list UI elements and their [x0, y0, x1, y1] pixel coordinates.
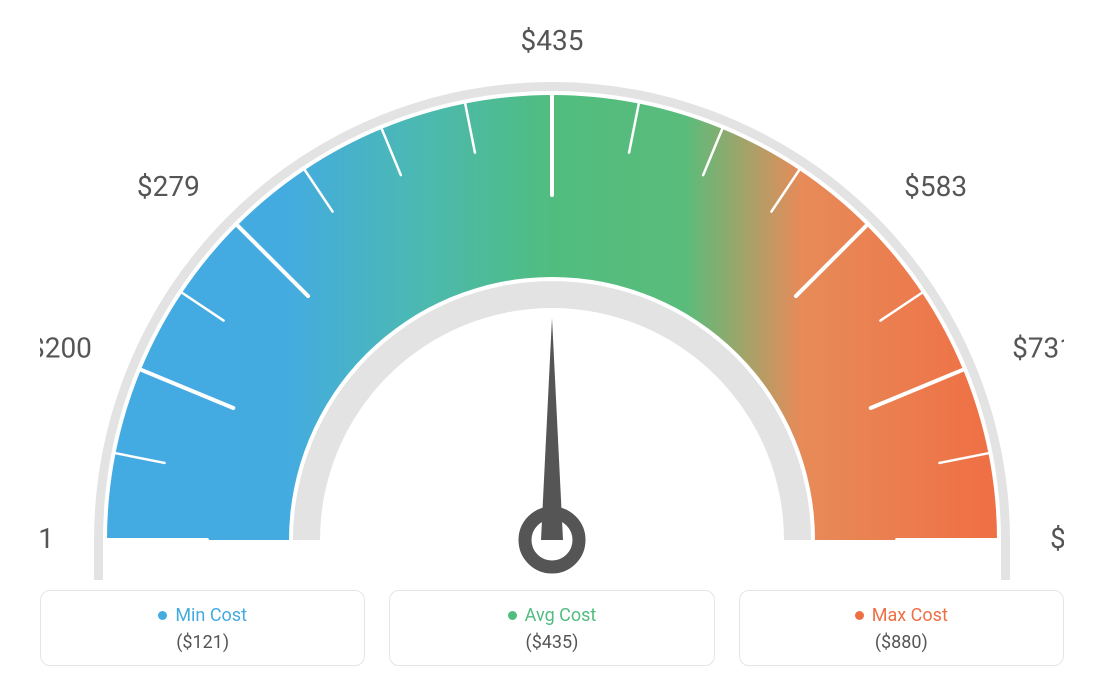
legend-label-max: Max Cost	[855, 605, 948, 626]
cost-gauge-chart: $121 $200 $279 $435 $583 $731 $880	[40, 20, 1064, 580]
legend-card-avg: Avg Cost ($435)	[389, 590, 714, 666]
legend-value-avg: ($435)	[526, 632, 579, 653]
legend-label-avg: Avg Cost	[508, 605, 597, 626]
legend-label-text: Avg Cost	[525, 605, 597, 626]
legend-label-text: Min Cost	[175, 605, 247, 626]
dot-icon	[508, 611, 517, 620]
legend-card-min: Min Cost ($121)	[40, 590, 365, 666]
legend-value-min: ($121)	[176, 632, 229, 653]
dot-icon	[855, 611, 864, 620]
legend-label-text: Max Cost	[872, 605, 948, 626]
svg-text:$880: $880	[1050, 522, 1064, 555]
dot-icon	[158, 611, 167, 620]
legend-row: Min Cost ($121) Avg Cost ($435) Max Cost…	[40, 590, 1064, 666]
legend-value-max: ($880)	[875, 632, 928, 653]
legend-label-min: Min Cost	[158, 605, 247, 626]
legend-card-max: Max Cost ($880)	[739, 590, 1064, 666]
svg-text:$279: $279	[137, 170, 200, 203]
svg-text:$435: $435	[521, 24, 584, 57]
svg-text:$583: $583	[904, 170, 967, 203]
svg-text:$731: $731	[1012, 331, 1064, 364]
svg-text:$200: $200	[40, 331, 92, 364]
svg-text:$121: $121	[40, 522, 54, 555]
